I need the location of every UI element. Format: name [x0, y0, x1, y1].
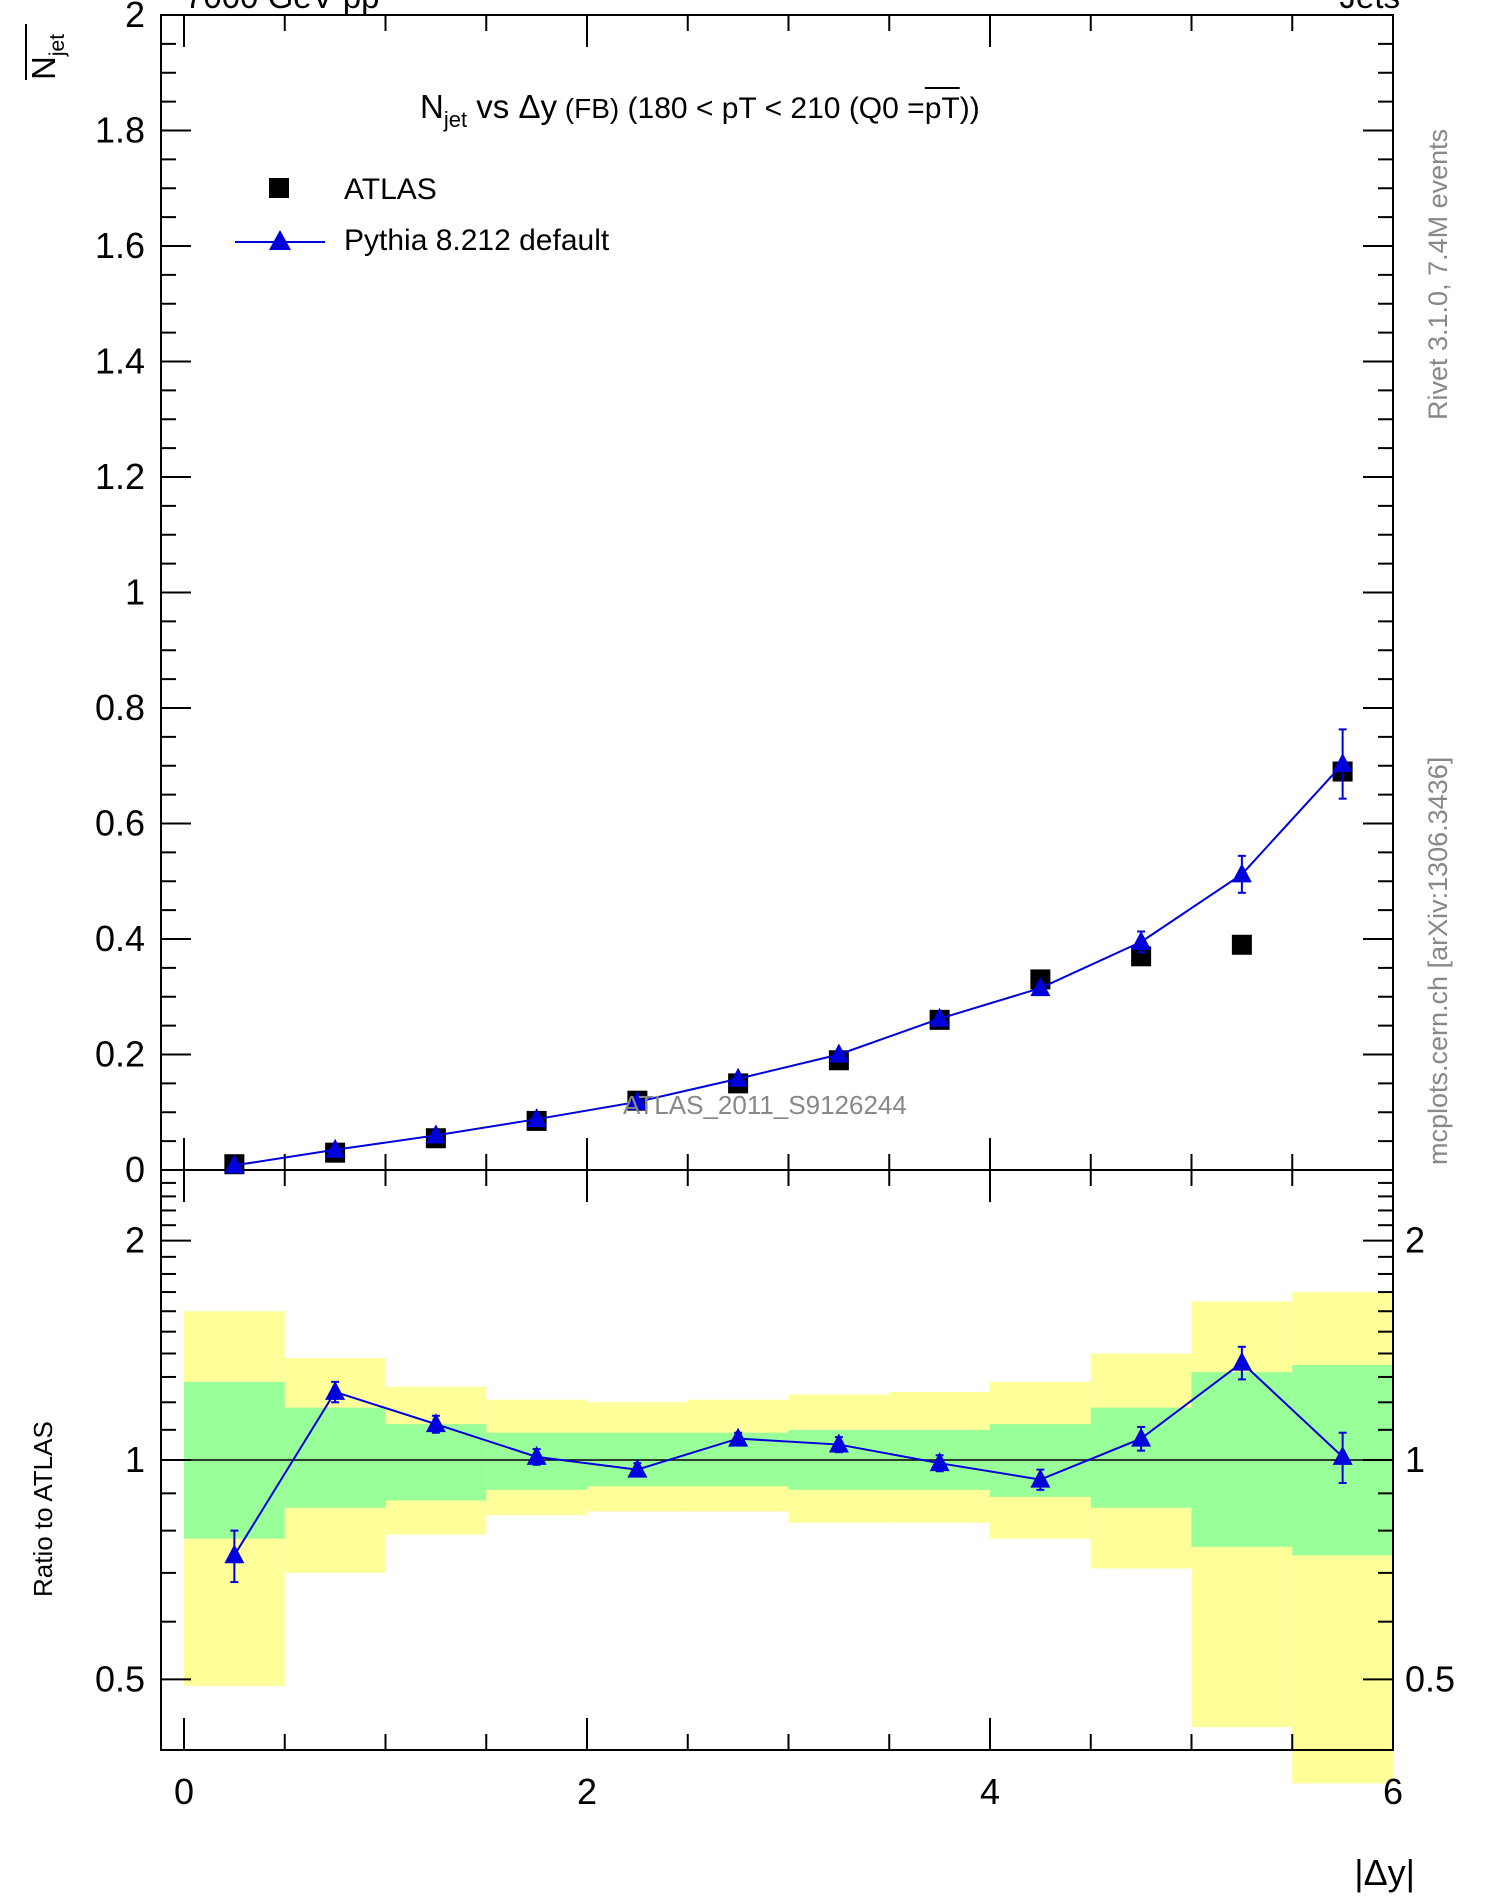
ratio-axis-ticks: [161, 1170, 1394, 1751]
ratio-ytick-label: 1: [125, 1439, 145, 1480]
header-jets: Jets: [1339, 0, 1400, 15]
ratio-point: [929, 1452, 950, 1472]
main-ytick-label: 1.2: [95, 456, 145, 497]
ratio-point: [325, 1380, 346, 1400]
title-n-sub: jet: [443, 107, 467, 132]
main-ylabel-n: N: [25, 56, 62, 80]
ratio-data-marks: [224, 1345, 1353, 1584]
main-axis-ticks: [161, 14, 1394, 1171]
rivet-label: Rivet 3.1.0, 7.4M events: [1423, 129, 1453, 420]
svg-text:Njet: Njet: [25, 34, 69, 80]
ratio-ylabel: Ratio to ATLAS: [28, 1421, 58, 1597]
main-ytick-label: 0.4: [95, 918, 145, 959]
title-fb: (FB): [557, 93, 619, 124]
ratio-point: [425, 1413, 446, 1433]
xtick-label: 0: [174, 1771, 194, 1812]
ratio-line: [233, 1361, 1344, 1556]
xtick-label: 2: [577, 1771, 597, 1812]
pythia-line: [234, 763, 1344, 1167]
title-close: )): [960, 92, 980, 125]
band-inner-bin: [1090, 1407, 1192, 1508]
xtick-label: 6: [1383, 1771, 1403, 1812]
title-delta: Δ: [518, 88, 540, 125]
main-ytick-label: 1.6: [95, 225, 145, 266]
ratio-point: [224, 1544, 245, 1564]
header-energy: 7000 GeV pp: [185, 0, 380, 15]
ratio-ytick-label: 2: [125, 1220, 145, 1261]
pythia-point: [929, 1007, 950, 1027]
analysis-watermark: ATLAS_2011_S9126244: [623, 1090, 907, 1120]
main-ylabel: Njet: [25, 24, 69, 80]
ratio-point: [1231, 1351, 1252, 1371]
main-ytick-label: 1: [125, 572, 145, 613]
ratio-point: [1030, 1468, 1051, 1488]
xtick-label: 4: [980, 1771, 1000, 1812]
band-inner-bin: [284, 1407, 386, 1508]
main-ylabel-sub: jet: [46, 34, 69, 57]
pythia-point: [627, 1090, 648, 1110]
pythia-point: [325, 1138, 346, 1158]
xtick-labels: 0 2 4 6: [174, 1771, 1403, 1812]
pythia-point: [1231, 863, 1252, 883]
pythia-point: [425, 1124, 446, 1144]
atlas-point: [1131, 946, 1152, 967]
ratio-ytick-label-right: 1: [1405, 1439, 1425, 1480]
title-range: (180 < pT < 210 (Q0 =: [619, 92, 924, 125]
ratio-point: [1332, 1445, 1353, 1465]
ratio-ytick-label-right: 2: [1405, 1220, 1425, 1261]
main-ytick-label: 0.8: [95, 687, 145, 728]
title-vs: vs: [467, 88, 518, 125]
pythia-point: [224, 1154, 245, 1174]
pythia-point: [728, 1067, 749, 1087]
band-inner-bin: [385, 1424, 487, 1501]
pythia-point: [1332, 753, 1353, 773]
title-n: N: [420, 88, 444, 125]
main-ytick-label: 0.2: [95, 1034, 145, 1075]
main-ytick-label: 1.4: [95, 341, 145, 382]
ratio-ytick-labels: 0.5 0.5 1 1 2 2: [95, 1220, 1455, 1700]
ratio-point: [1131, 1427, 1152, 1447]
main-ytick-labels: 0 0.2 0.4 0.6 0.8 1 1.2 1.4 1.6 1.8 2: [95, 0, 145, 1190]
ratio-point: [828, 1433, 849, 1453]
legend-pythia-marker: [269, 230, 291, 250]
plot-title: Njet vs Δy (FB) (180 < pT < 210 (Q0 =pT)…: [420, 88, 980, 132]
ratio-point: [728, 1427, 749, 1447]
ratio-point: [526, 1445, 547, 1465]
pythia-point: [1131, 930, 1152, 950]
ratio-point: [627, 1458, 648, 1478]
ratio-uncertainty-bands: [184, 1292, 1393, 1784]
legend-pythia-label: Pythia 8.212 default: [344, 224, 610, 257]
x-axis-label: |Δy|: [1354, 1852, 1415, 1893]
pythia-point: [526, 1108, 547, 1128]
main-ytick-label: 0: [125, 1149, 145, 1190]
pythia-point: [1030, 977, 1051, 997]
legend-atlas-marker: [269, 178, 289, 198]
main-ytick-label: 0.6: [95, 803, 145, 844]
title-y: y: [540, 88, 557, 125]
title-overline-pt: pT: [925, 92, 960, 125]
ratio-ytick-label: 0.5: [95, 1658, 145, 1699]
mcplots-label: mcplots.cern.ch [arXiv:1306.3436]: [1423, 757, 1453, 1165]
legend-atlas-label: ATLAS: [344, 173, 437, 206]
atlas-point: [1231, 934, 1252, 955]
main-ytick-label: 2: [125, 0, 145, 35]
pythia-point: [828, 1043, 849, 1063]
ratio-ytick-label-right: 0.5: [1405, 1658, 1455, 1699]
main-data-marks: [224, 728, 1353, 1175]
main-ytick-label: 1.8: [95, 110, 145, 151]
